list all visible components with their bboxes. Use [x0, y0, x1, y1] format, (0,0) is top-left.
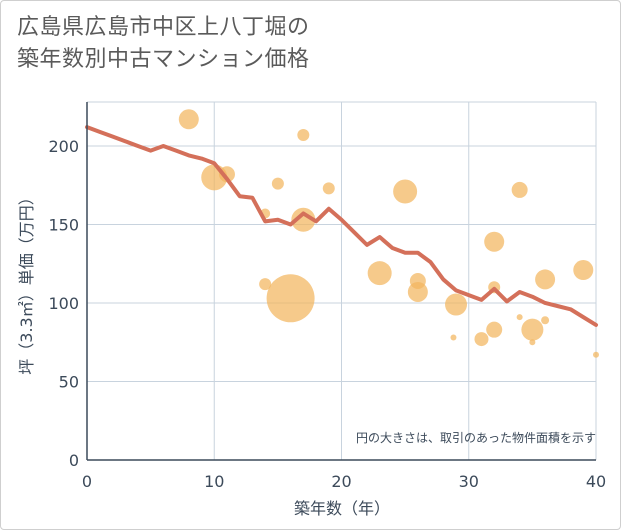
tick-labels: 0 10 20 30 40 0 50 100 150 200: [48, 137, 606, 491]
x-tick-label: 40: [586, 472, 606, 491]
x-tick-label: 0: [82, 472, 92, 491]
bubble-point: [218, 166, 235, 183]
bubble-point: [407, 281, 428, 302]
bubble-point: [445, 293, 468, 316]
x-tick-label: 30: [459, 472, 479, 491]
y-axis-label: 坪（3.3㎡）単価（万円）: [17, 189, 36, 374]
y-tick-label: 100: [48, 294, 79, 313]
bubble-point: [535, 269, 556, 290]
trend-line: [85, 125, 598, 327]
bubble-point: [271, 177, 284, 190]
bubble-series: [178, 109, 599, 358]
x-tick-label: 10: [204, 472, 224, 491]
chart-title-line-1: 広島県広島市中区上八丁堀の: [17, 15, 310, 40]
bubble-point: [484, 231, 505, 252]
x-tick-label: 20: [331, 472, 351, 491]
y-tick-label: 200: [48, 137, 79, 156]
size-note: 円の大きさは、取引のあった物件面積を示す: [356, 430, 596, 445]
y-tick-label: 50: [59, 372, 79, 391]
y-tick-label: 0: [69, 451, 79, 470]
grid: [87, 101, 597, 460]
bubble-point: [573, 260, 594, 281]
bubble-point: [450, 334, 457, 341]
x-axis-label: 築年数（年）: [294, 499, 390, 518]
bubble-point: [367, 261, 392, 286]
bubble-point: [511, 181, 528, 198]
chart-title: 広島県広島市中区上八丁堀の 築年数別中古マンション価格: [17, 12, 310, 76]
chart-title-line-2: 築年数別中古マンション価格: [17, 47, 310, 72]
bubble-point: [322, 182, 335, 195]
trend-line-series: [85, 125, 598, 327]
bubble-point: [516, 314, 523, 321]
bubble-point: [266, 274, 315, 323]
bubble-point: [474, 332, 489, 347]
bubble-point: [393, 179, 418, 204]
bubble-point: [486, 321, 503, 338]
bubble-point: [541, 316, 550, 325]
bubble-point: [593, 351, 599, 358]
y-tick-label: 150: [48, 215, 79, 234]
bubble-point: [291, 207, 316, 232]
axes: [86, 102, 596, 461]
bubble-point: [521, 318, 544, 341]
bubble-point: [529, 339, 536, 346]
bubble-point: [178, 109, 199, 130]
bubble-point: [297, 128, 310, 141]
bubble-point: [259, 278, 272, 291]
